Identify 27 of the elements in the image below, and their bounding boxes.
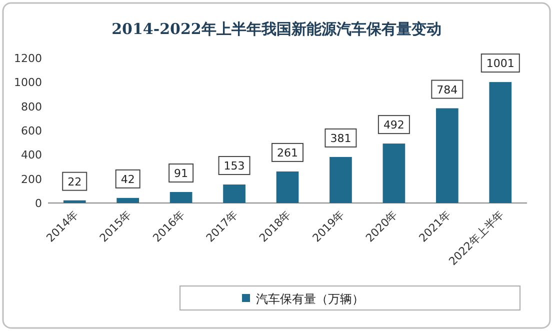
data-label: 784	[436, 83, 458, 96]
data-label: 381	[330, 132, 352, 145]
data-label: 261	[277, 146, 298, 160]
y-tick-label: 0	[35, 197, 42, 210]
bar	[223, 184, 246, 203]
y-tick-label: 600	[21, 124, 42, 138]
bar	[170, 192, 192, 203]
data-label: 91	[174, 167, 188, 180]
y-tick-label: 1200	[14, 52, 42, 65]
bar	[489, 82, 512, 203]
bar	[330, 156, 352, 203]
bar	[116, 198, 140, 203]
bar	[276, 171, 299, 203]
data-label: 42	[120, 172, 135, 186]
data-label: 492	[383, 118, 404, 132]
data-label: 153	[224, 160, 245, 173]
y-tick-label: 400	[21, 148, 42, 162]
chart-title: 2014-2022年上半年我国新能源汽车保有量变动	[112, 20, 442, 38]
bar	[436, 108, 458, 203]
bar	[382, 144, 406, 203]
bar	[63, 200, 86, 203]
y-tick-label: 1000	[14, 76, 42, 90]
y-tick-label: 200	[21, 172, 42, 186]
data-label: 22	[68, 175, 82, 188]
data-label: 1001	[486, 57, 514, 70]
y-tick-label: 800	[21, 100, 42, 114]
legend-label: 汽车保有量（万辆）	[256, 292, 364, 306]
